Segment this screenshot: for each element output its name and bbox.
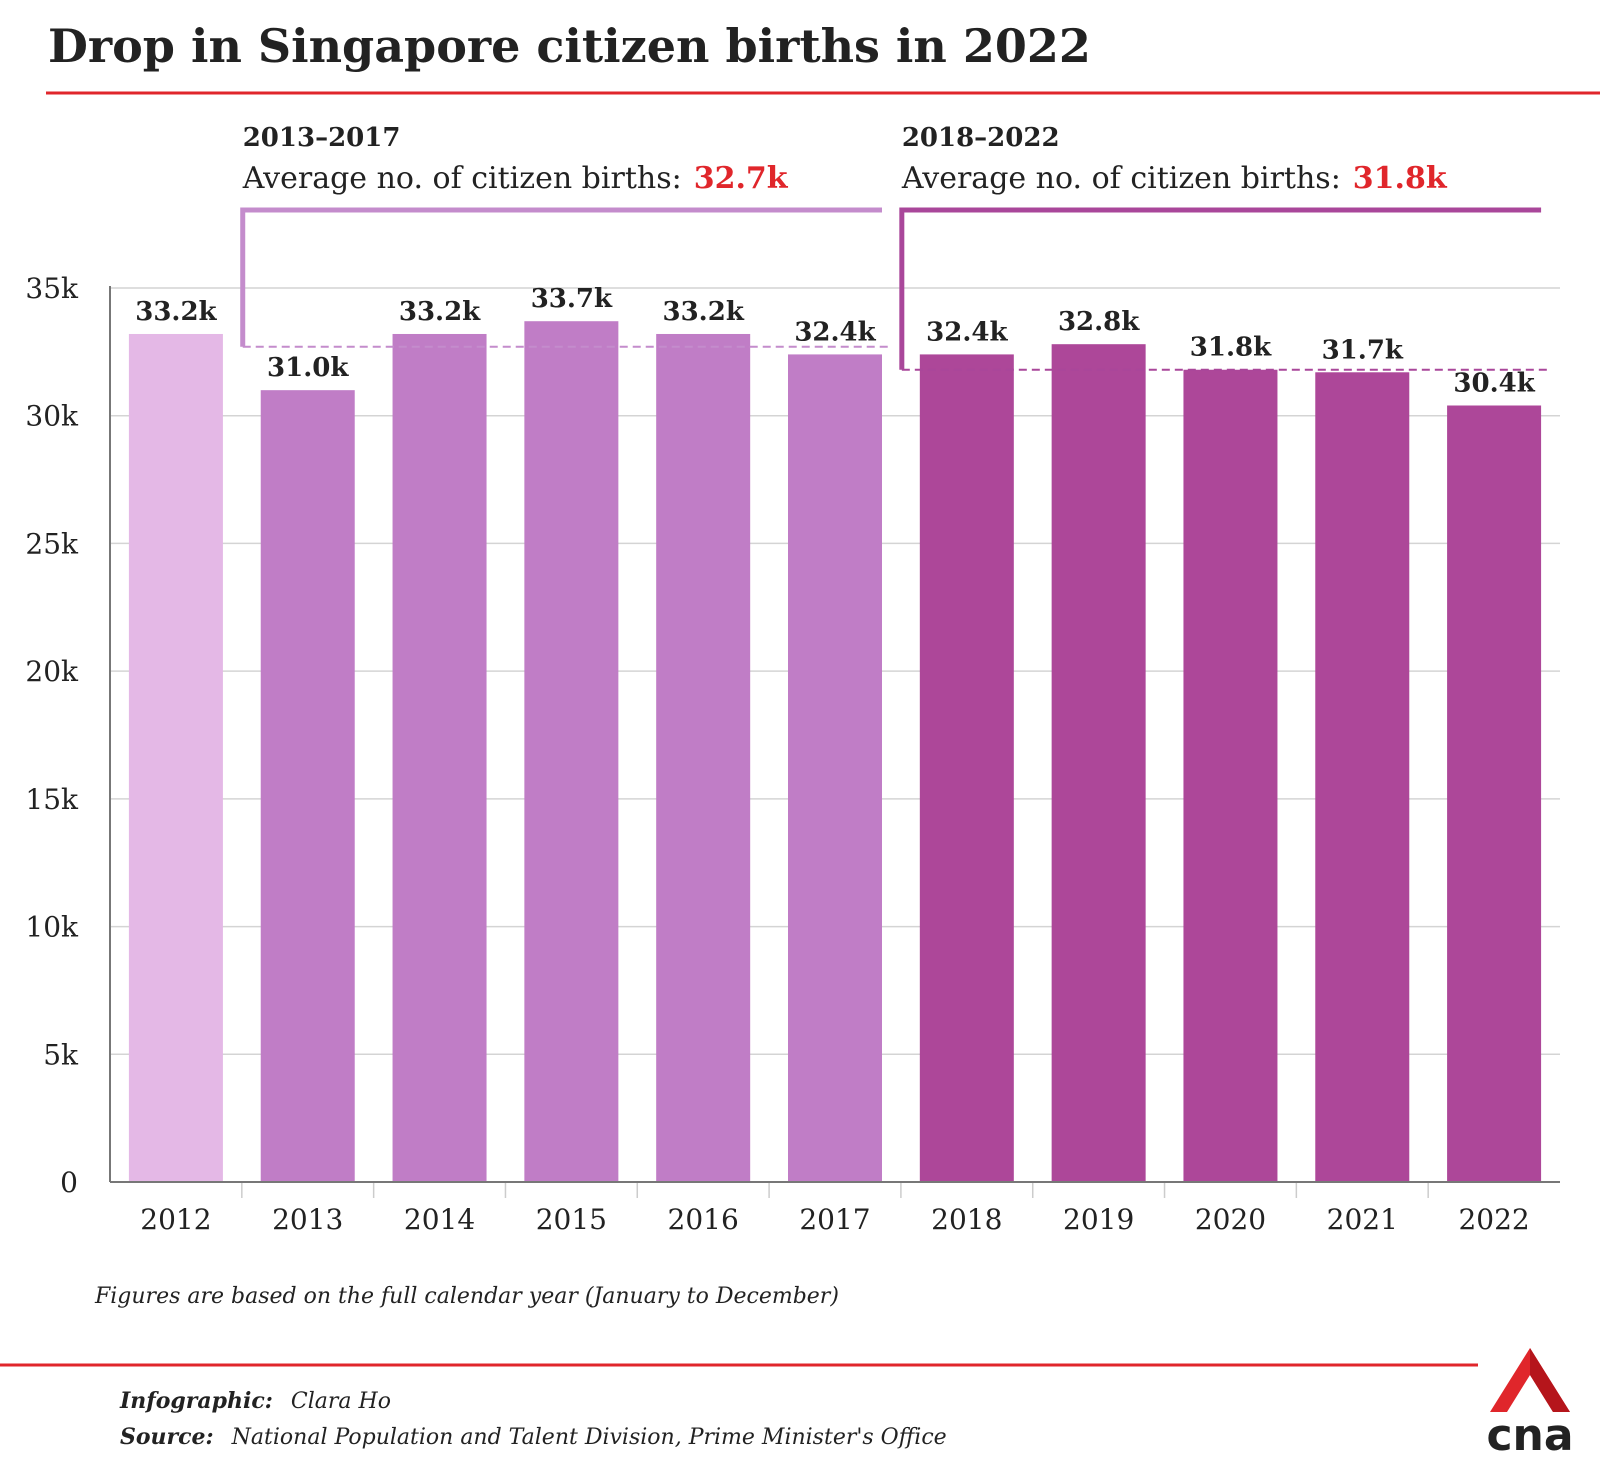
x-tick-label: 2014 xyxy=(404,1203,475,1236)
annotation-value: 31.8k xyxy=(1353,161,1448,196)
x-tick-label: 2012 xyxy=(140,1203,211,1236)
bar xyxy=(1447,405,1542,1182)
value-label: 31.0k xyxy=(267,353,349,383)
value-label: 31.8k xyxy=(1190,333,1272,363)
bar xyxy=(788,354,882,1182)
logo-mark-shade xyxy=(1530,1348,1570,1412)
value-label: 32.4k xyxy=(794,317,876,347)
y-tick-label: 35k xyxy=(25,272,79,305)
annotation-period: 2018–2022 xyxy=(902,123,1060,153)
annotation-value: 32.7k xyxy=(694,161,789,196)
annotation-period: 2013–2017 xyxy=(243,123,401,153)
value-label: 33.7k xyxy=(531,284,613,314)
logo: cna xyxy=(1486,1348,1574,1461)
bar xyxy=(392,333,487,1182)
y-tick-label: 30k xyxy=(25,400,79,433)
value-label: 32.8k xyxy=(1058,307,1140,337)
y-tick-label: 15k xyxy=(25,783,79,816)
x-tick-label: 2016 xyxy=(668,1203,739,1236)
credit-text: National Population and Talent Division,… xyxy=(231,1425,947,1450)
y-tick-label: 10k xyxy=(25,911,79,944)
annotation-label: Average no. of citizen births: xyxy=(901,161,1341,196)
x-tick-label: 2015 xyxy=(536,1203,607,1236)
credit-label: Source: xyxy=(120,1424,214,1450)
value-label: 33.2k xyxy=(135,297,217,327)
x-tick-label: 2017 xyxy=(799,1203,870,1236)
value-label: 32.4k xyxy=(926,317,1008,347)
credit: Source: National Population and Talent Di… xyxy=(120,1424,947,1450)
value-label: 33.2k xyxy=(663,297,745,327)
x-tick-label: 2022 xyxy=(1458,1203,1529,1236)
bar xyxy=(260,390,355,1183)
annotation-bracket xyxy=(240,207,882,347)
value-label: 31.7k xyxy=(1322,335,1404,365)
annotation-text: Average no. of citizen births: 32.7k xyxy=(242,161,789,196)
value-label: 30.4k xyxy=(1453,368,1535,398)
credit-label: Infographic: xyxy=(119,1388,273,1414)
annotation-bracket xyxy=(899,207,1542,370)
annotation-text: Average no. of citizen births: 31.8k xyxy=(901,161,1448,196)
x-tick-label: 2018 xyxy=(931,1203,1002,1236)
annotation-label: Average no. of citizen births: xyxy=(242,161,682,196)
x-tick-label: 2019 xyxy=(1063,1203,1134,1236)
bar xyxy=(524,321,619,1183)
bar xyxy=(656,333,751,1182)
y-tick-label: 20k xyxy=(25,655,79,688)
x-tick-label: 2021 xyxy=(1327,1203,1398,1236)
bar xyxy=(919,354,1014,1182)
logo-text: cna xyxy=(1486,1410,1573,1461)
x-tick-label: 2020 xyxy=(1195,1203,1266,1236)
bar xyxy=(1051,344,1146,1182)
y-tick-label: 5k xyxy=(43,1038,79,1071)
bar xyxy=(1315,372,1410,1182)
bar xyxy=(128,333,223,1182)
y-tick-label: 0 xyxy=(60,1166,78,1199)
x-tick-label: 2013 xyxy=(272,1203,343,1236)
note: Figures are based on the full calendar y… xyxy=(94,1284,839,1309)
y-tick-label: 25k xyxy=(25,527,79,560)
credit-text: Clara Ho xyxy=(291,1389,391,1414)
chart-title: Drop in Singapore citizen births in 2022 xyxy=(48,19,1091,73)
credit: Infographic: Clara Ho xyxy=(119,1388,391,1414)
value-label: 33.2k xyxy=(399,297,481,327)
bar xyxy=(1183,369,1278,1182)
